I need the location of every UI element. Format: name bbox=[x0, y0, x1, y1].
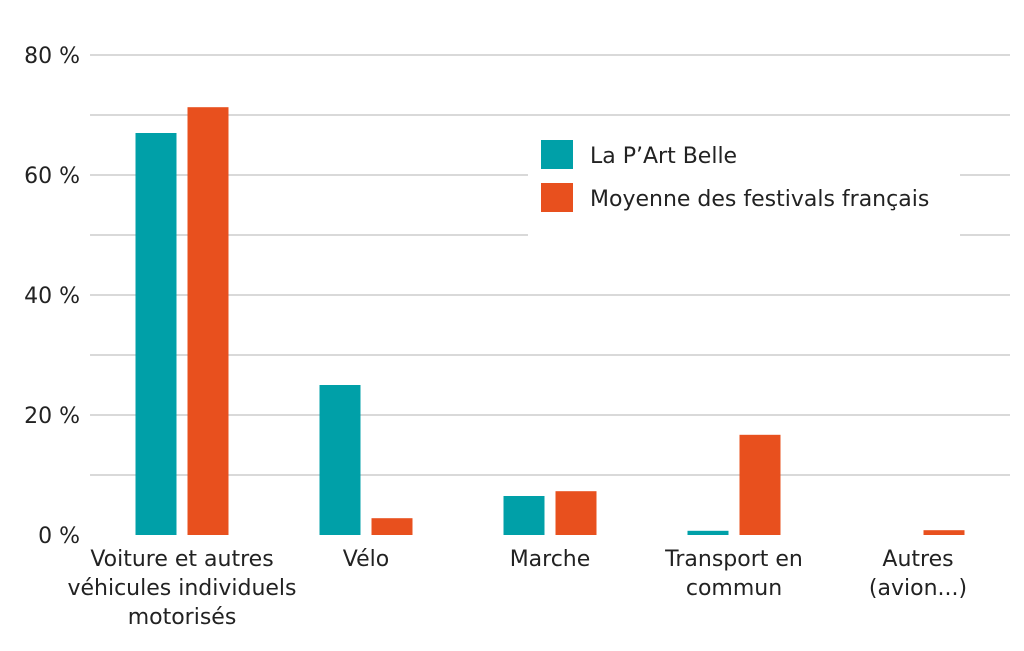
bar bbox=[923, 530, 965, 535]
y-tick-label: 0 % bbox=[38, 524, 80, 549]
y-tick-label: 40 % bbox=[24, 284, 80, 309]
legend-background bbox=[528, 125, 960, 237]
x-axis-categories: Voiture et autres véhicules individuels mo… bbox=[67, 547, 967, 630]
legend: La P’Art Belle Moyenne des festivals fran… bbox=[528, 125, 960, 237]
legend-swatch bbox=[541, 183, 573, 212]
bar bbox=[187, 107, 229, 535]
x-category-label: Vélo bbox=[343, 547, 389, 572]
x-category-label: Marche bbox=[510, 547, 591, 572]
bar bbox=[739, 434, 781, 535]
bar bbox=[503, 496, 545, 535]
legend-label: Moyenne des festivals français bbox=[590, 187, 929, 212]
y-axis-ticks: 0 % 20 % 40 % 60 % 80 % bbox=[24, 44, 80, 549]
bar bbox=[687, 530, 729, 535]
x-category-label: Autres (avion...) bbox=[869, 547, 967, 601]
y-tick-label: 80 % bbox=[24, 44, 80, 69]
bar bbox=[555, 491, 597, 535]
x-category-label: Transport en commun bbox=[664, 547, 803, 601]
y-tick-label: 20 % bbox=[24, 404, 80, 429]
bar bbox=[135, 133, 177, 535]
x-category-label: Voiture et autres véhicules individuels mo… bbox=[67, 547, 296, 630]
y-tick-label: 60 % bbox=[24, 164, 80, 189]
legend-label: La P’Art Belle bbox=[590, 144, 737, 169]
legend-swatch bbox=[541, 140, 573, 169]
bars bbox=[135, 107, 965, 535]
bar bbox=[371, 518, 413, 535]
bar bbox=[319, 385, 361, 535]
